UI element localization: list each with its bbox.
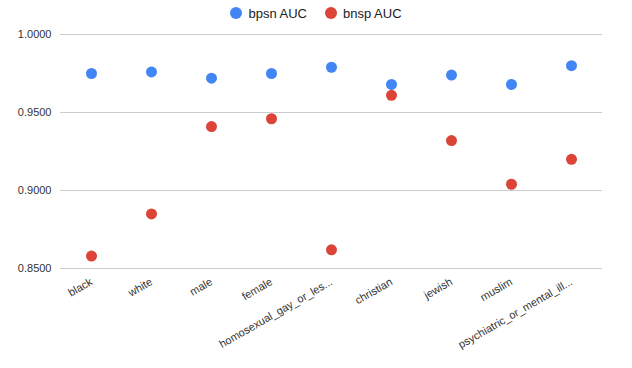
svg-text:black: black [66, 275, 95, 298]
svg-text:0.9000: 0.9000 [18, 184, 52, 196]
svg-text:1.0000: 1.0000 [18, 28, 52, 40]
html-text:bnsp AUC: bnsp AUC [343, 5, 402, 21]
svg-text:male: male [188, 275, 215, 297]
svg-text:psychiatric_or_mental_ill...: psychiatric_or_mental_ill... [456, 275, 574, 350]
svg-text:jewish: jewish [421, 275, 454, 301]
svg-text:christian: christian [353, 275, 394, 306]
html-text:bpsn AUC: bpsn AUC [248, 5, 307, 21]
svg-text:female: female [240, 275, 275, 302]
svg-text:white: white [125, 275, 154, 299]
svg-text:0.9500: 0.9500 [18, 106, 52, 118]
svg-text:homosexual_gay_or_les...: homosexual_gay_or_les... [217, 275, 334, 350]
svg-text:0.8500: 0.8500 [18, 262, 52, 274]
svg-text:muslim: muslim [478, 275, 514, 303]
